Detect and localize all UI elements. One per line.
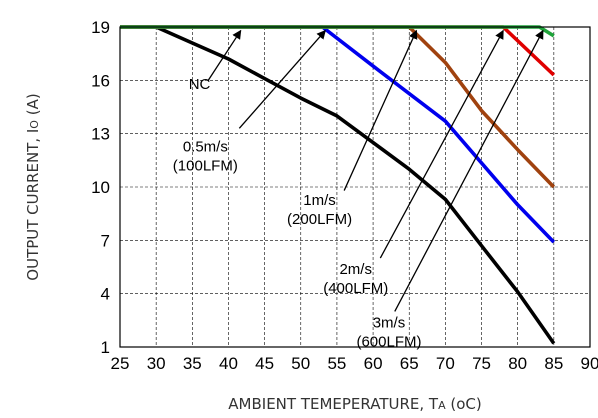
y-axis-title-unit: (A) bbox=[24, 93, 42, 120]
x-tick-label: 60 bbox=[364, 354, 383, 373]
annotation-arrow bbox=[343, 29, 418, 191]
x-tick-label: 45 bbox=[255, 354, 274, 373]
y-tick-label: 7 bbox=[101, 231, 110, 250]
x-axis-title-main: AMBIENT TEMEPERATURE, T bbox=[228, 395, 439, 413]
annotation-arrow bbox=[394, 29, 544, 312]
annotation-5: 3m/s (600LFM) bbox=[356, 29, 544, 350]
y-tick-label: 10 bbox=[91, 178, 110, 197]
y-axis-title-main: OUTPUT CURRENT, I bbox=[24, 129, 42, 281]
annotation-label: 2m/s bbox=[339, 261, 372, 278]
annotation-4: 2m/s (400LFM) bbox=[323, 29, 504, 297]
grid-lines bbox=[120, 27, 590, 347]
x-tick-label: 25 bbox=[111, 354, 130, 373]
y-tick-label: 4 bbox=[101, 285, 110, 304]
annotation-label: 0.5m/s bbox=[183, 138, 228, 155]
plot-frame bbox=[119, 26, 591, 348]
annotations: NC 0.5m/s (100LFM) 1m/s (200LFM) 2m/s (400LFM)… bbox=[173, 29, 544, 350]
y-tick-labels: 1 4 7 10 13 16 19 bbox=[91, 18, 110, 357]
y-axis-title-sub: O bbox=[28, 120, 41, 129]
annotation-label: (400LFM) bbox=[323, 280, 388, 297]
annotation-label: 1m/s bbox=[303, 192, 336, 209]
annotation-arrow bbox=[238, 29, 326, 129]
annotation-label: (100LFM) bbox=[173, 157, 238, 174]
y-tick-label: 13 bbox=[91, 125, 110, 144]
x-tick-label: 30 bbox=[147, 354, 166, 373]
x-axis-title: AMBIENT TEMEPERATURE, TA (oC) bbox=[228, 395, 481, 413]
annotation-1: NC bbox=[189, 29, 242, 93]
x-tick-label: 65 bbox=[400, 354, 419, 373]
y-tick-label: 16 bbox=[91, 71, 110, 90]
x-tick-label: 75 bbox=[472, 354, 491, 373]
x-tick-labels: 25 30 35 40 45 50 55 60 65 70 75 80 85 90 bbox=[111, 354, 598, 373]
x-tick-label: 55 bbox=[327, 354, 346, 373]
annotation-3: 1m/s (200LFM) bbox=[287, 29, 418, 228]
x-axis-title-sub: A bbox=[438, 399, 446, 412]
annotation-label: (200LFM) bbox=[287, 211, 352, 228]
x-tick-label: 80 bbox=[508, 354, 527, 373]
x-tick-label: 40 bbox=[219, 354, 238, 373]
x-tick-label: 90 bbox=[581, 354, 598, 373]
x-tick-label: 85 bbox=[544, 354, 563, 373]
annotation-arrow bbox=[207, 29, 242, 81]
x-tick-label: 50 bbox=[291, 354, 310, 373]
y-axis-title: OUTPUT CURRENT, IO (A) bbox=[24, 93, 42, 280]
annotation-arrow bbox=[379, 29, 504, 259]
x-tick-label: 70 bbox=[436, 354, 455, 373]
annotation-label: (600LFM) bbox=[356, 333, 421, 350]
annotation-2: 0.5m/s (100LFM) bbox=[173, 29, 326, 174]
annotation-label: NC bbox=[189, 76, 211, 93]
y-tick-label: 19 bbox=[91, 18, 110, 37]
annotation-label: 3m/s bbox=[373, 314, 406, 331]
series-line-1 bbox=[120, 25, 556, 345]
x-tick-label: 35 bbox=[183, 354, 202, 373]
x-axis-title-unit: (oC) bbox=[446, 395, 482, 413]
y-tick-label: 1 bbox=[101, 338, 110, 357]
